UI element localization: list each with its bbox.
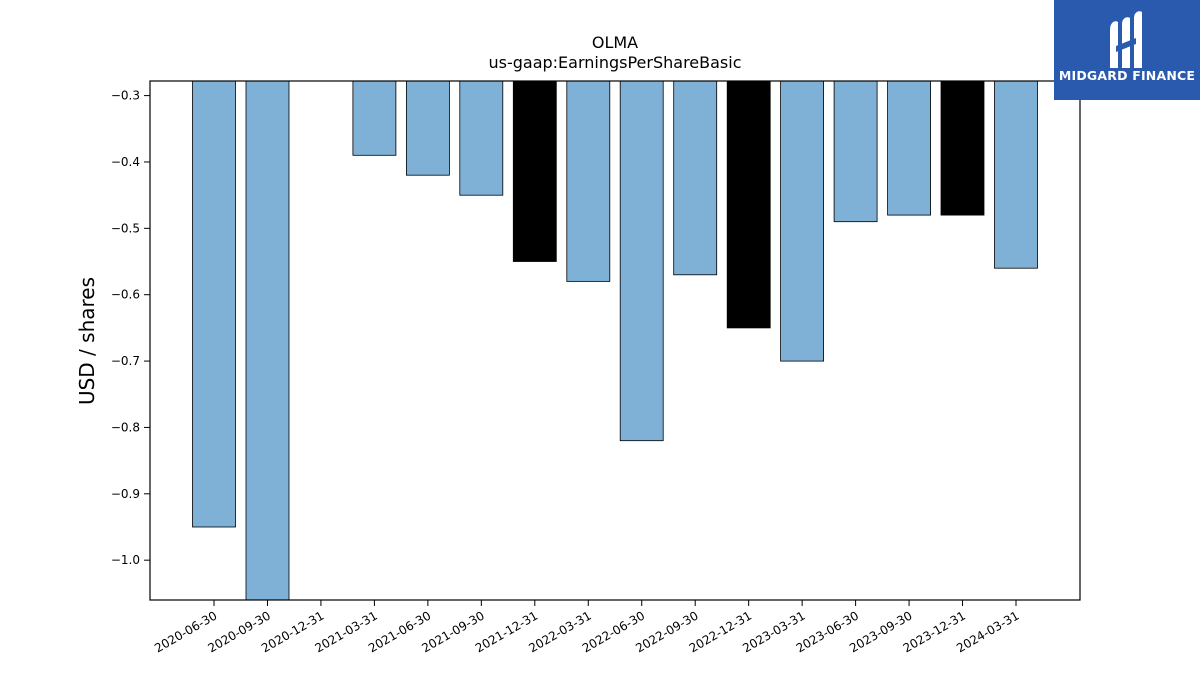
y-tick-label: −0.7 (111, 354, 140, 368)
bar-2022-06-30 (619, 80, 664, 442)
bar-2021-06-30 (405, 80, 450, 176)
bar-2022-09-30 (673, 80, 718, 276)
bar-2023-09-30 (887, 80, 931, 216)
x-tick-group: 2020-06-302020-09-302020-12-312021-03-31… (152, 600, 1022, 655)
y-tick-label: −0.9 (111, 487, 140, 501)
y-tick-label: −0.8 (111, 420, 140, 434)
bar-2021-09-30 (459, 80, 504, 196)
bar-group (192, 80, 1038, 601)
y-tick-group: −0.3 −0.4 −0.5 −0.6 −0.7 −0.8 −0.9 −1.0 (111, 89, 150, 567)
chart-title: OLMA (592, 33, 638, 52)
bar-2023-12-31 (940, 80, 985, 216)
bar-2022-03-31 (566, 80, 611, 282)
bar-2021-12-31 (512, 80, 557, 262)
plot-frame (149, 80, 1081, 601)
bar-2023-03-31 (780, 80, 824, 362)
bar-2020-09-30 (245, 80, 290, 601)
bar-2020-06-30 (192, 80, 236, 528)
y-tick-label: −1.0 (111, 553, 140, 567)
brand-name: MIDGARD FINANCE (1058, 68, 1196, 83)
y-tick-label: −0.4 (111, 155, 140, 169)
chart-subtitle: us-gaap:EarningsPerShareBasic (488, 53, 741, 72)
bar-2024-03-31 (994, 80, 1038, 269)
brand-logo: MIDGARD FINANCE (1054, 0, 1200, 100)
midgard-logo-icon (1110, 11, 1142, 68)
y-tick-label: −0.6 (111, 288, 140, 302)
bar-2022-12-31 (726, 80, 771, 329)
y-tick-label: −0.3 (111, 89, 140, 103)
y-axis-label: USD / shares (75, 277, 99, 405)
y-tick-label: −0.5 (111, 221, 140, 235)
bar-2023-06-30 (833, 80, 878, 223)
bar-2021-03-31 (352, 80, 397, 156)
